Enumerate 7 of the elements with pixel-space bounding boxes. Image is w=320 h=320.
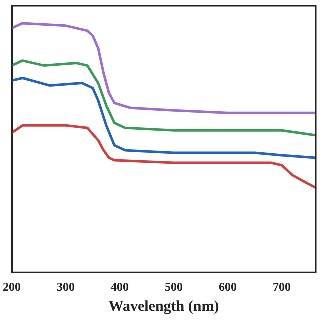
x-tick-label: 600 xyxy=(218,280,237,294)
x-tick-label: 200 xyxy=(3,280,21,294)
x-tick-label: 700 xyxy=(272,280,291,294)
x-tick-label: 300 xyxy=(56,280,75,294)
x-tick-label: 500 xyxy=(164,280,183,294)
x-axis-title: Wavelength (nm) xyxy=(108,298,220,315)
x-tick-label: 400 xyxy=(110,280,129,294)
